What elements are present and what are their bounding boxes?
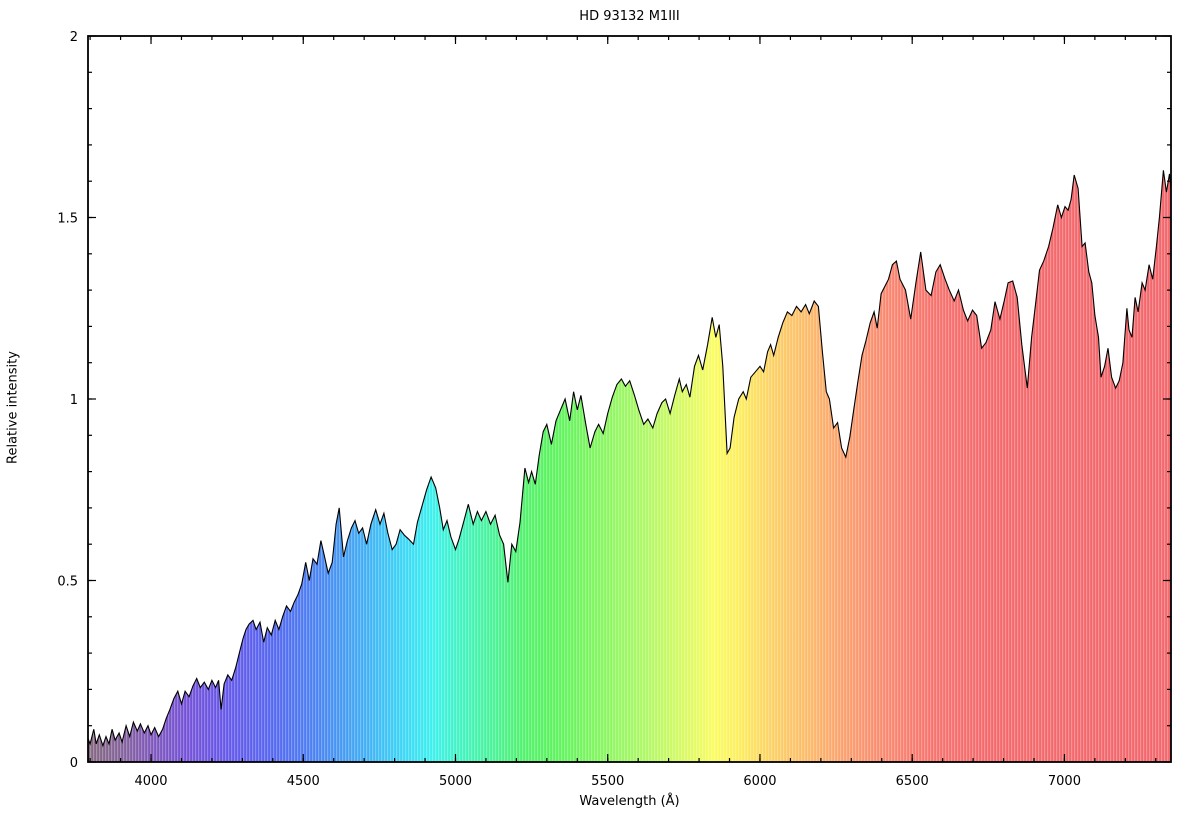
x-tick-label: 7000 <box>1048 774 1081 789</box>
y-tick-label: 1 <box>70 393 78 408</box>
x-tick-label: 5000 <box>439 774 472 789</box>
y-tick-label: 1.5 <box>57 212 78 227</box>
x-tick-label: 5500 <box>591 774 624 789</box>
x-tick-label: 6500 <box>896 774 929 789</box>
x-tick-label: 4000 <box>134 774 167 789</box>
x-tick-label: 6000 <box>743 774 776 789</box>
x-tick-label: 4500 <box>287 774 320 789</box>
chart-title: HD 93132 M1III <box>579 9 680 24</box>
spectrum-area <box>88 170 1171 762</box>
spectrum-line <box>88 170 1171 748</box>
y-tick-label: 0.5 <box>57 575 78 590</box>
y-tick-label: 2 <box>70 30 78 45</box>
y-tick-label: 0 <box>70 756 78 771</box>
x-axis-title: Wavelength (Å) <box>579 794 680 809</box>
